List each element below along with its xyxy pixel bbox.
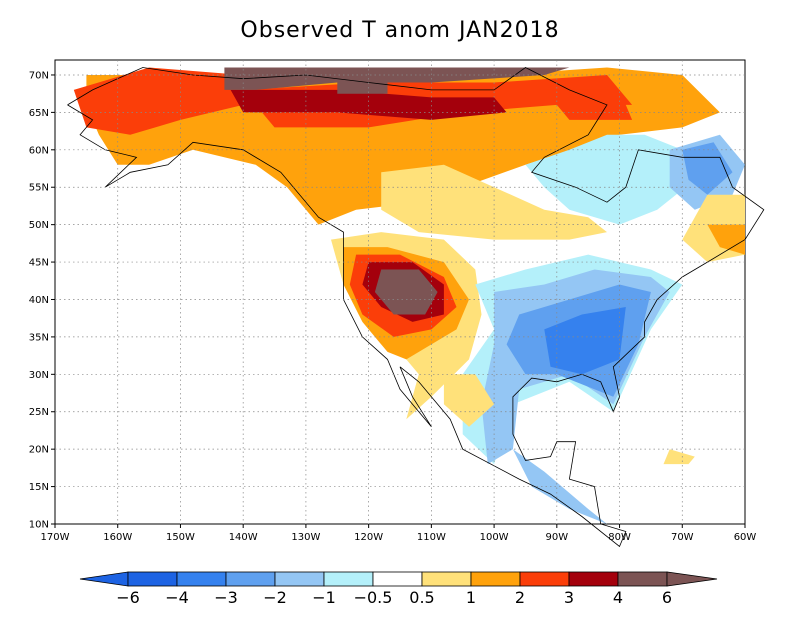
lat-tick-label: 15N [29,482,49,493]
lat-tick-label: 25N [29,407,49,418]
anomaly-region [374,269,438,315]
lon-tick-label: 100W [480,532,509,543]
anomaly-region [682,142,733,195]
anomaly-region [443,374,495,427]
lat-tick-label: 55N [29,183,49,194]
anomaly-region [544,89,633,120]
longitude-labels: 170W 160W 150W 140W 130W 120W 110W 100W 90W 80W 70… [41,532,757,543]
chart-title: Observed T anom JAN2018 [240,18,560,43]
colorbar-left-arrow [79,571,129,587]
colorbar-cell [127,571,178,587]
lon-tick-label: 130W [291,532,320,543]
colorbar-label: −1 [312,588,336,607]
anomaly-region [337,78,388,94]
colorbar-cell [519,571,570,587]
lon-tick-label: 150W [166,532,195,543]
anomaly-region [73,67,275,135]
colorbar-label: 2 [515,588,525,607]
colorbar-label: −2 [263,588,287,607]
colorbar-cell [617,571,668,587]
anomaly-region [707,224,745,255]
anomaly-region [381,164,607,240]
anomaly-region [544,307,626,375]
colorbar-label: 6 [662,588,672,607]
colorbar-cell [568,571,619,587]
colorbar-label: 3 [564,588,574,607]
lat-tick-label: 20N [29,445,49,456]
lon-tick-label: 80W [608,532,631,543]
colorbar-cell [225,571,276,587]
lon-tick-label: 90W [546,532,569,543]
colorbar-right-arrow [666,571,718,587]
colorbar-label: −6 [116,588,140,607]
lat-tick-label: 65N [29,108,49,119]
lon-tick-label: 60W [734,532,757,543]
lon-tick-label: 70W [671,532,694,543]
anomaly-shading [73,67,745,524]
colorbar-label: 4 [613,588,623,607]
lon-tick-label: 140W [229,532,258,543]
colorbar-cell [421,571,472,587]
colorbar-label: 0.5 [409,588,434,607]
anomaly-region [525,134,695,225]
colorbar-cell [372,571,423,587]
map-frame [54,59,746,525]
colorbar-label: −0.5 [354,588,393,607]
lat-tick-label: 60N [29,145,49,156]
lat-tick-label: 10N [29,520,49,531]
lat-tick-label: 35N [29,332,49,343]
lat-tick-label: 30N [29,370,49,381]
lon-tick-label: 110W [417,532,446,543]
colorbar-label: −3 [214,588,238,607]
anomaly-region [224,67,570,90]
anomaly-region [663,449,695,465]
lat-tick-label: 45N [29,258,49,269]
latitude-labels: 70N 65N 60N 55N 50N 45N 40N 35N 30N 25N 20N 15N 10N [29,70,49,530]
colorbar-label: 1 [466,588,476,607]
lat-tick-label: 70N [29,70,49,81]
lon-tick-label: 160W [103,532,132,543]
lon-tick-label: 120W [354,532,383,543]
continent-coastline [67,67,765,548]
lat-tick-label: 40N [29,295,49,306]
colorbar-label: −4 [165,588,189,607]
colorbar-cell [323,571,374,587]
coastlines [67,67,765,548]
colorbar-cell [176,571,227,587]
lat-tick-label: 50N [29,220,49,231]
colorbar-cell [470,571,521,587]
colorbar-cell [274,571,325,587]
lon-tick-label: 170W [41,532,70,543]
lat-lon-gridlines [51,60,746,528]
